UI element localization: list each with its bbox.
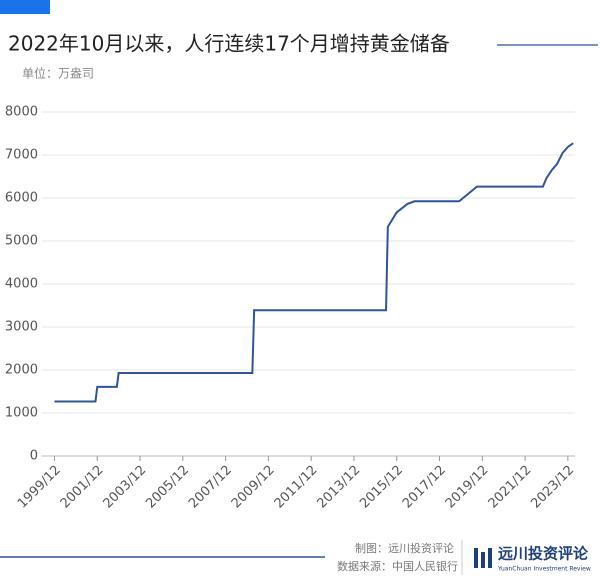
x-tick-label: 2003/12 bbox=[101, 463, 150, 512]
x-tick-label: 2011/12 bbox=[272, 463, 321, 512]
y-tick-label: 2000 bbox=[5, 363, 38, 378]
header-accent bbox=[0, 0, 50, 14]
chart-title: 2022年10月以来，人行连续17个月增持黄金储备 bbox=[8, 32, 450, 56]
x-tick-label: 2005/12 bbox=[143, 463, 192, 512]
data-line bbox=[54, 142, 574, 403]
y-tick-label: 6000 bbox=[5, 191, 38, 206]
x-tick-label: 2007/12 bbox=[186, 463, 235, 512]
x-tick-label: 2019/12 bbox=[443, 463, 492, 512]
x-tick-label: 2013/12 bbox=[314, 463, 363, 512]
x-tick-label: 2009/12 bbox=[229, 463, 278, 512]
y-tick-label: 5000 bbox=[5, 234, 38, 249]
logo-subtext: YuanChuan Investment Review bbox=[497, 566, 591, 573]
x-tick-label: 2017/12 bbox=[400, 463, 449, 512]
y-tick-label: 8000 bbox=[5, 105, 38, 120]
logo-text: 远川投资评论 bbox=[498, 545, 589, 563]
unit-label: 单位：万盎司 bbox=[22, 66, 94, 81]
x-tick-label: 1999/12 bbox=[15, 463, 64, 512]
y-tick-label: 7000 bbox=[5, 148, 38, 163]
x-tick-label: 2021/12 bbox=[486, 463, 535, 512]
y-tick-label: 1000 bbox=[5, 406, 38, 421]
y-tick-label: 4000 bbox=[5, 277, 38, 292]
y-tick-label: 3000 bbox=[5, 320, 38, 335]
footer-credit: 制图：远川投资评论 bbox=[355, 541, 454, 555]
x-tick-label: 2015/12 bbox=[357, 463, 406, 512]
logo-icon bbox=[474, 548, 492, 568]
footer-source: 数据来源：中国人民银行 bbox=[337, 559, 458, 573]
y-tick-label: 0 bbox=[30, 449, 38, 464]
x-tick-label: 2001/12 bbox=[58, 463, 107, 512]
x-tick-label: 2023/12 bbox=[528, 463, 577, 512]
